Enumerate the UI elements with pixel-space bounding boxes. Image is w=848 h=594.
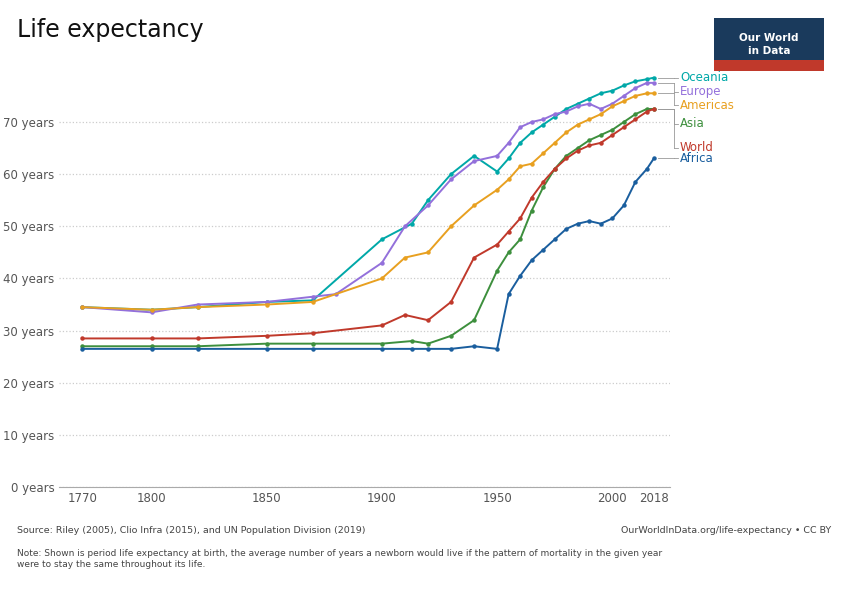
- Text: Asia: Asia: [680, 117, 705, 130]
- Text: Oceania: Oceania: [680, 71, 728, 84]
- Text: in Data: in Data: [748, 46, 790, 56]
- Text: Americas: Americas: [680, 99, 735, 112]
- Text: Europe: Europe: [680, 86, 722, 98]
- Text: World: World: [680, 141, 714, 154]
- Text: Africa: Africa: [680, 152, 714, 165]
- Text: Source: Riley (2005), Clio Infra (2015), and UN Population Division (2019): Source: Riley (2005), Clio Infra (2015),…: [17, 526, 365, 535]
- Text: Our World: Our World: [739, 33, 799, 43]
- Text: Note: Shown is period life expectancy at birth, the average number of years a ne: Note: Shown is period life expectancy at…: [17, 549, 662, 569]
- Text: Life expectancy: Life expectancy: [17, 18, 204, 42]
- Text: OurWorldInData.org/life-expectancy • CC BY: OurWorldInData.org/life-expectancy • CC …: [621, 526, 831, 535]
